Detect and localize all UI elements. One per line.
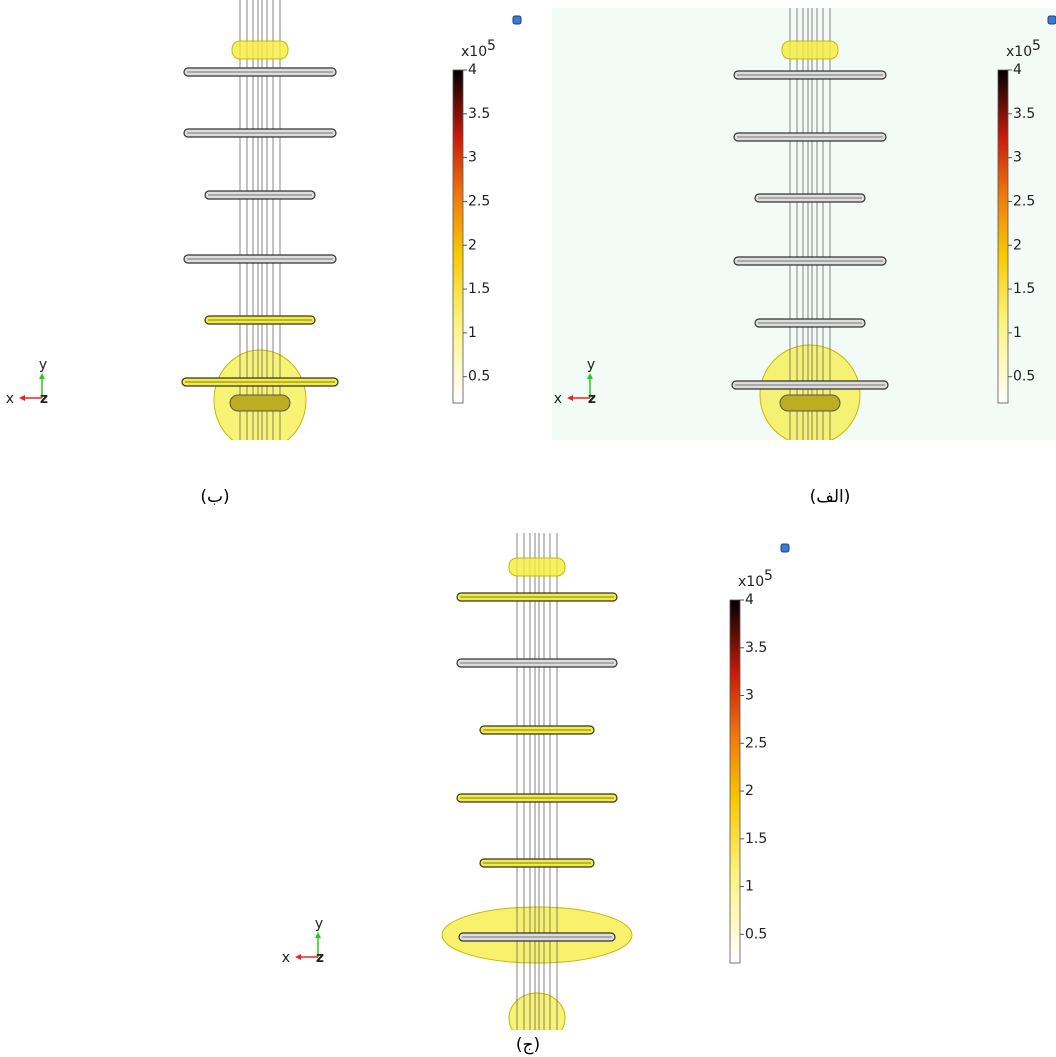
colorbar-tick-label: 4 [1013, 62, 1022, 78]
colorbar-exponent: 5 [764, 568, 773, 584]
colorbar-tick-label: 3 [745, 688, 754, 704]
view-icon [1047, 15, 1056, 25]
y-arrowhead [315, 932, 321, 938]
colorbar-tick-label: 2.5 [745, 735, 767, 751]
insulator [441, 533, 633, 1030]
colorbar-tick-label: 3.5 [745, 640, 767, 656]
axis-label: y [39, 357, 47, 373]
slot [779, 394, 841, 412]
slot [229, 394, 291, 412]
colorbar-tick-label: 3.5 [468, 106, 490, 122]
colorbar-tick-label: 2 [1013, 237, 1022, 253]
colorbar-exponent: 5 [487, 38, 496, 54]
colorbar-tick-label: 3 [468, 150, 477, 166]
caption: (الف) [810, 487, 851, 507]
axis-label: y [315, 916, 323, 932]
colorbar-tick-label: 2 [468, 237, 477, 253]
colorbar-tick-label: 3.5 [1013, 106, 1035, 122]
field-region [759, 344, 861, 440]
colorbar [729, 599, 741, 964]
axis-label: z [588, 391, 596, 407]
axis-label: x [6, 391, 14, 407]
axis-label: z [40, 391, 48, 407]
x-arrowhead [567, 395, 573, 401]
colorbar-tick-label: 1.5 [745, 831, 767, 847]
colorbar-multiplier: x10 [461, 44, 487, 60]
colorbar-tick-label: 1 [1013, 325, 1022, 341]
colorbar-tick-label: 3 [1013, 150, 1022, 166]
colorbar-tick-label: 1.5 [468, 281, 490, 297]
colorbar-tick-label: 2 [745, 783, 754, 799]
collar [781, 40, 839, 60]
collar [231, 40, 289, 60]
colorbar-tick-label: 1.5 [1013, 281, 1035, 297]
x-arrowhead [19, 395, 25, 401]
colorbar-exponent: 5 [1032, 38, 1041, 54]
axis-label: x [554, 391, 562, 407]
colorbar-tick-label: 2.5 [1013, 193, 1035, 209]
y-arrowhead [39, 373, 45, 379]
insulator [731, 8, 889, 440]
insulator [181, 0, 339, 440]
colorbar-tick-label: 0.5 [1013, 369, 1035, 385]
x-arrowhead [295, 954, 301, 960]
view-icon [512, 15, 522, 25]
colorbar-tick-label: 4 [468, 62, 477, 78]
colorbar-tick-label: 1 [745, 879, 754, 895]
y-arrowhead [587, 373, 593, 379]
collar [508, 557, 566, 577]
caption: (ج) [516, 1035, 540, 1055]
colorbar-tick-label: 4 [745, 592, 754, 608]
colorbar [997, 69, 1009, 404]
colorbar-tick-label: 0.5 [745, 926, 767, 942]
caption: (ب) [200, 487, 229, 507]
colorbar [452, 69, 464, 404]
colorbar-multiplier: x10 [738, 574, 764, 590]
axis-label: z [316, 950, 324, 966]
colorbar-multiplier: x10 [1006, 44, 1032, 60]
view-icon [780, 543, 790, 553]
colorbar-tick-label: 2.5 [468, 193, 490, 209]
colorbar-tick-label: 0.5 [468, 369, 490, 385]
colorbar-tick-label: 1 [468, 325, 477, 341]
axis-label: x [282, 950, 290, 966]
axis-label: y [587, 357, 595, 373]
field-region [508, 992, 566, 1030]
